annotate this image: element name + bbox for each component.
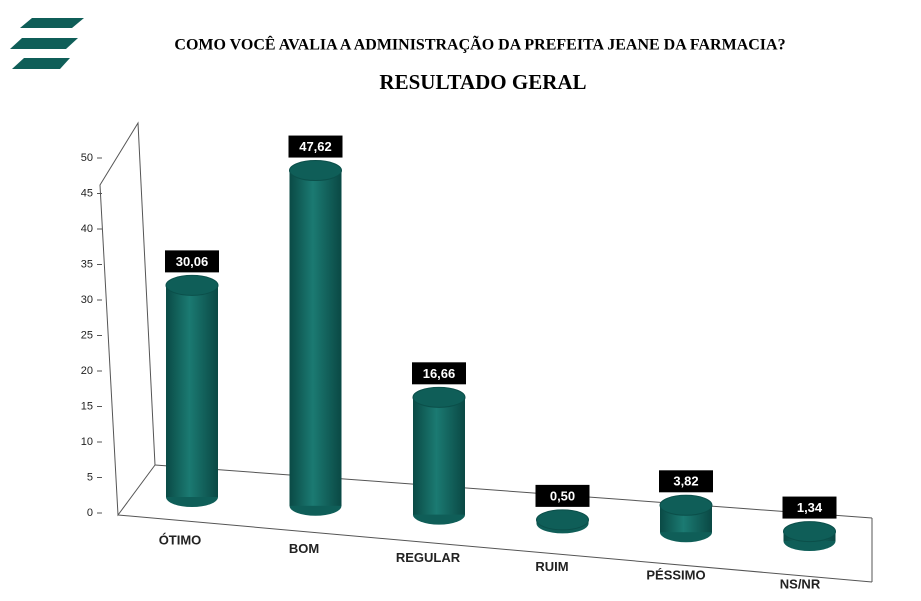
value-label: 30,06 — [176, 254, 209, 269]
x-tick-label: PÉSSIMO — [646, 568, 705, 583]
y-tick-label: 15 — [81, 400, 93, 412]
bar-top — [165, 274, 219, 296]
logo — [10, 18, 84, 69]
bar-top — [289, 160, 342, 182]
y-tick-label: 50 — [81, 152, 93, 164]
value-label-box — [412, 362, 466, 385]
bar-top — [536, 509, 589, 531]
value-label: 0,50 — [550, 488, 575, 503]
plot-frame — [99, 121, 873, 583]
y-tick-label: 45 — [81, 187, 93, 199]
y-tick-label: 35 — [81, 258, 93, 270]
x-tick-label: BOM — [289, 541, 319, 556]
bar-top — [783, 521, 836, 543]
y-tick-label: 5 — [87, 471, 93, 483]
y-tick-label: 25 — [81, 329, 93, 341]
value-label-box — [288, 135, 343, 158]
value-label-box — [782, 496, 837, 519]
bar — [413, 397, 465, 515]
y-tick-label: 40 — [81, 223, 93, 235]
y-tick-label: 0 — [87, 507, 93, 519]
bar-top — [659, 494, 713, 516]
value-label-box — [165, 250, 219, 273]
value-label-box — [659, 470, 713, 493]
value-label: 1,34 — [797, 500, 823, 515]
value-label: 16,66 — [423, 366, 456, 381]
chart-title: COMO VOCÊ AVALIA A ADMINISTRAÇÃO DA PREF… — [174, 35, 785, 54]
x-tick-label: NS/NR — [780, 576, 821, 591]
value-label: 3,82 — [673, 474, 698, 489]
x-tick-label: REGULAR — [396, 550, 461, 565]
y-tick-label: 10 — [81, 436, 93, 448]
x-tick-label: ÓTIMO — [159, 532, 202, 547]
y-tick-label: 30 — [81, 294, 93, 306]
bar — [289, 170, 342, 506]
value-label: 47,62 — [299, 139, 332, 154]
bar-top — [412, 386, 466, 408]
x-tick-label: RUIM — [535, 559, 568, 574]
bar — [166, 285, 218, 497]
value-label-box — [535, 484, 590, 507]
chart-subtitle: RESULTADO GERAL — [379, 70, 586, 94]
y-tick-label: 20 — [81, 365, 93, 377]
